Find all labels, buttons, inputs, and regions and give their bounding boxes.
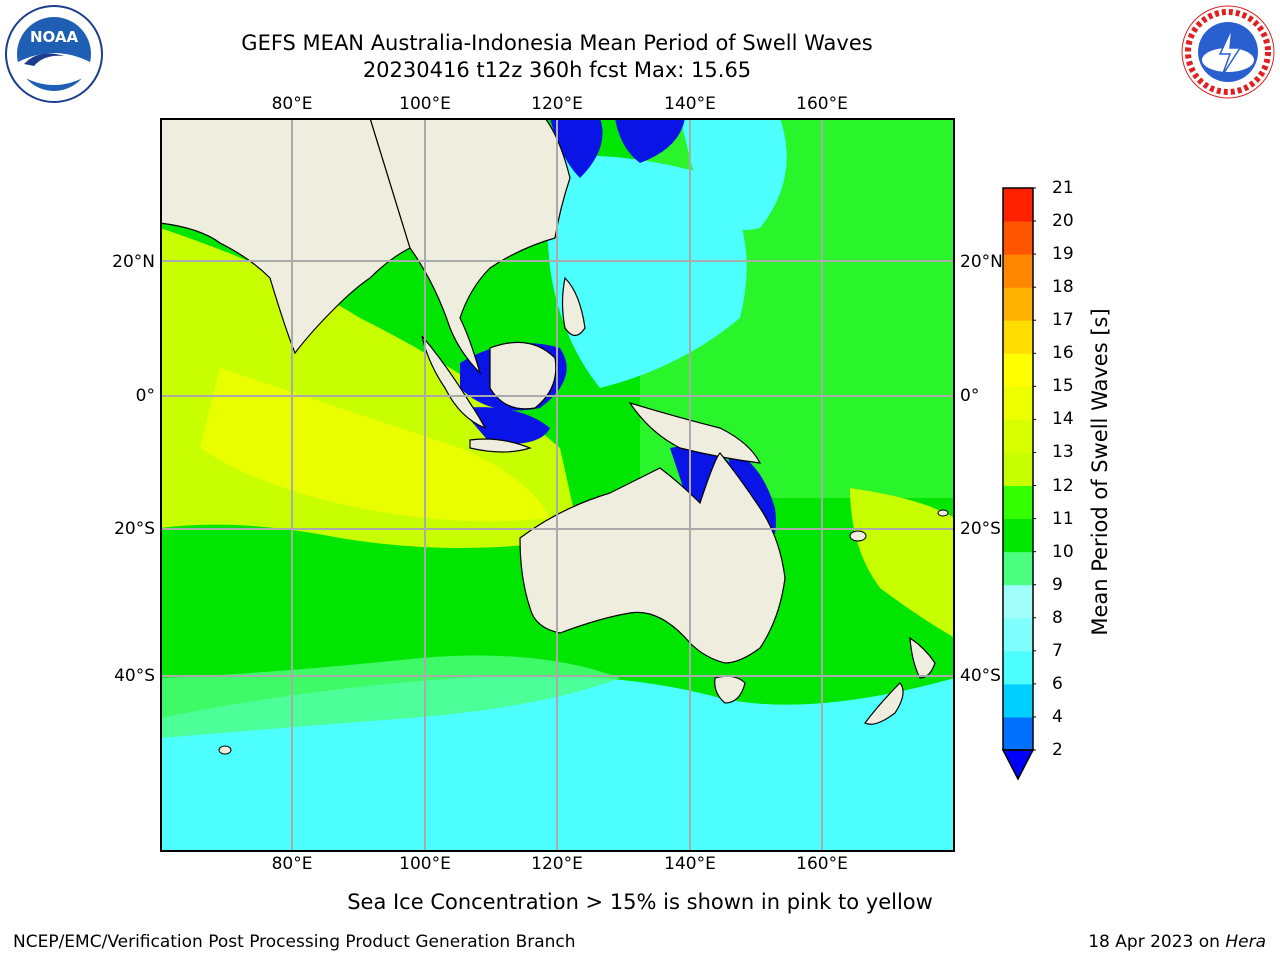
- colorbar-tick-label: 16: [1052, 343, 1074, 364]
- colorbar-tick-label: 13: [1052, 442, 1074, 463]
- east-china-sea-cyan: [680, 118, 787, 230]
- colorbar-tick-label: 8: [1052, 607, 1063, 628]
- colorbar-tick-label: 12: [1052, 475, 1074, 496]
- lon-tick-bottom-80e: 80°E: [271, 854, 313, 874]
- lat-tick-right-20n: 20°N: [960, 252, 1003, 272]
- sea-of-japan-blue: [615, 118, 685, 163]
- lon-tick-top-80e: 80°E: [271, 94, 313, 114]
- footer-date-host: 18 Apr 2023 on Hera: [1088, 932, 1266, 952]
- lat-tick-right-20s: 20°S: [960, 519, 1001, 539]
- land-borneo: [489, 341, 557, 410]
- tasman-yellow-region: [850, 488, 955, 638]
- colorbar-tick-label: 19: [1052, 244, 1074, 265]
- colorbar-tick-label: 9: [1052, 574, 1063, 595]
- colorbar-tick-label: 10: [1052, 541, 1074, 562]
- lat-tick-right-0: 0°: [960, 386, 980, 406]
- footer-date: 18 Apr 2023 on: [1088, 932, 1226, 952]
- lat-tick-left-0: 0°: [135, 386, 155, 406]
- lon-tick-top-100e: 100°E: [399, 94, 451, 114]
- land-philippines: [561, 276, 586, 337]
- map-graticule: [160, 118, 955, 852]
- lon-tick-bottom-160e: 160°E: [796, 854, 848, 874]
- colorbar-tick-label: 2: [1052, 740, 1063, 760]
- colorbar-tick-label: 18: [1052, 277, 1074, 298]
- colorbar-tick-label: 4: [1052, 706, 1063, 727]
- colorbar-segment: [1003, 683, 1033, 718]
- noaa-logo-icon: NOAA: [5, 5, 103, 103]
- noaa-logo-text: NOAA: [30, 28, 79, 46]
- colorbar-segment: [1003, 584, 1033, 619]
- lat-tick-left-20n: 20°N: [112, 252, 155, 272]
- lon-tick-top-120e: 120°E: [531, 94, 583, 114]
- lon-tick-bottom-120e: 120°E: [531, 854, 583, 874]
- colorbar-tick-label: 14: [1052, 409, 1074, 430]
- colorbar-segment: [1003, 287, 1033, 321]
- swell-period-map: [160, 118, 955, 852]
- lon-tick-bottom-140e: 140°E: [664, 854, 716, 874]
- colorbar-tick-label: 21: [1052, 178, 1074, 198]
- land-southeast-asia: [369, 118, 571, 376]
- land-australia: [519, 452, 786, 664]
- colorbar-segment: [1003, 320, 1033, 354]
- land-asia-india: [160, 118, 411, 355]
- colorbar-segment: [1003, 353, 1033, 387]
- java-sea-blue: [460, 407, 550, 444]
- colorbar-segment: [1003, 419, 1033, 453]
- footer-producer: NCEP/EMC/Verification Post Processing Pr…: [13, 932, 576, 952]
- footer-host: Hera: [1225, 932, 1266, 952]
- sea-ice-caption: Sea Ice Concentration > 15% is shown in …: [347, 890, 933, 914]
- colorbar-tick-label: 17: [1052, 310, 1074, 331]
- land-fiji: [937, 509, 949, 517]
- map-subtitle: 20230416 t12z 360h fcst Max: 15.65: [362, 58, 752, 82]
- colorbar-segment: [1003, 188, 1033, 222]
- colorbar-segment: [1003, 485, 1033, 520]
- lat-tick-left-40s: 40°S: [114, 666, 155, 686]
- lon-tick-top-160e: 160°E: [796, 94, 848, 114]
- colorbar-title: Mean Period of Swell Waves [s]: [1088, 308, 1112, 636]
- land-new-zealand-north: [909, 636, 936, 679]
- colorbar-tick-label: 20: [1052, 211, 1074, 232]
- colorbar-tick-label: 6: [1052, 673, 1063, 694]
- map-frame: [160, 118, 955, 852]
- lon-tick-bottom-100e: 100°E: [399, 854, 451, 874]
- colorbar-segment: [1003, 716, 1033, 751]
- colorbar-tick-label: 11: [1052, 508, 1074, 529]
- land-kerguelen: [218, 745, 232, 755]
- yellow-sea-blue: [550, 118, 603, 178]
- lat-tick-left-20s: 20°S: [114, 519, 155, 539]
- colorbar-segment: [1003, 650, 1033, 685]
- colorbar-under-arrow: [1002, 749, 1035, 781]
- colorbar-segment: [1003, 617, 1033, 652]
- colorbar-tick-label: 7: [1052, 640, 1063, 661]
- colorbar-segment: [1003, 386, 1033, 420]
- land-new-caledonia: [849, 530, 867, 542]
- map-title: GEFS MEAN Australia-Indonesia Mean Perio…: [241, 31, 873, 55]
- colorbar-segment: [1003, 452, 1033, 487]
- land-new-zealand-south: [864, 682, 904, 725]
- colorbar-tick-label: 15: [1052, 376, 1074, 397]
- south-china-sea-cyan: [540, 155, 747, 388]
- colorbar-segment: [1003, 551, 1033, 586]
- lat-tick-right-40s: 40°S: [960, 666, 1001, 686]
- lon-tick-top-140e: 140°E: [664, 94, 716, 114]
- land-java: [469, 438, 532, 453]
- land-sumatra: [421, 335, 487, 430]
- colorbar: [1002, 187, 1036, 781]
- indian-ocean-yellow-core: [200, 368, 550, 522]
- colorbar-segment: [1003, 221, 1033, 255]
- colorbar-segment: [1003, 254, 1033, 288]
- colorbar-frame: [1002, 187, 1034, 751]
- colorbar-segment: [1003, 518, 1033, 553]
- nws-logo-icon: [1181, 5, 1275, 99]
